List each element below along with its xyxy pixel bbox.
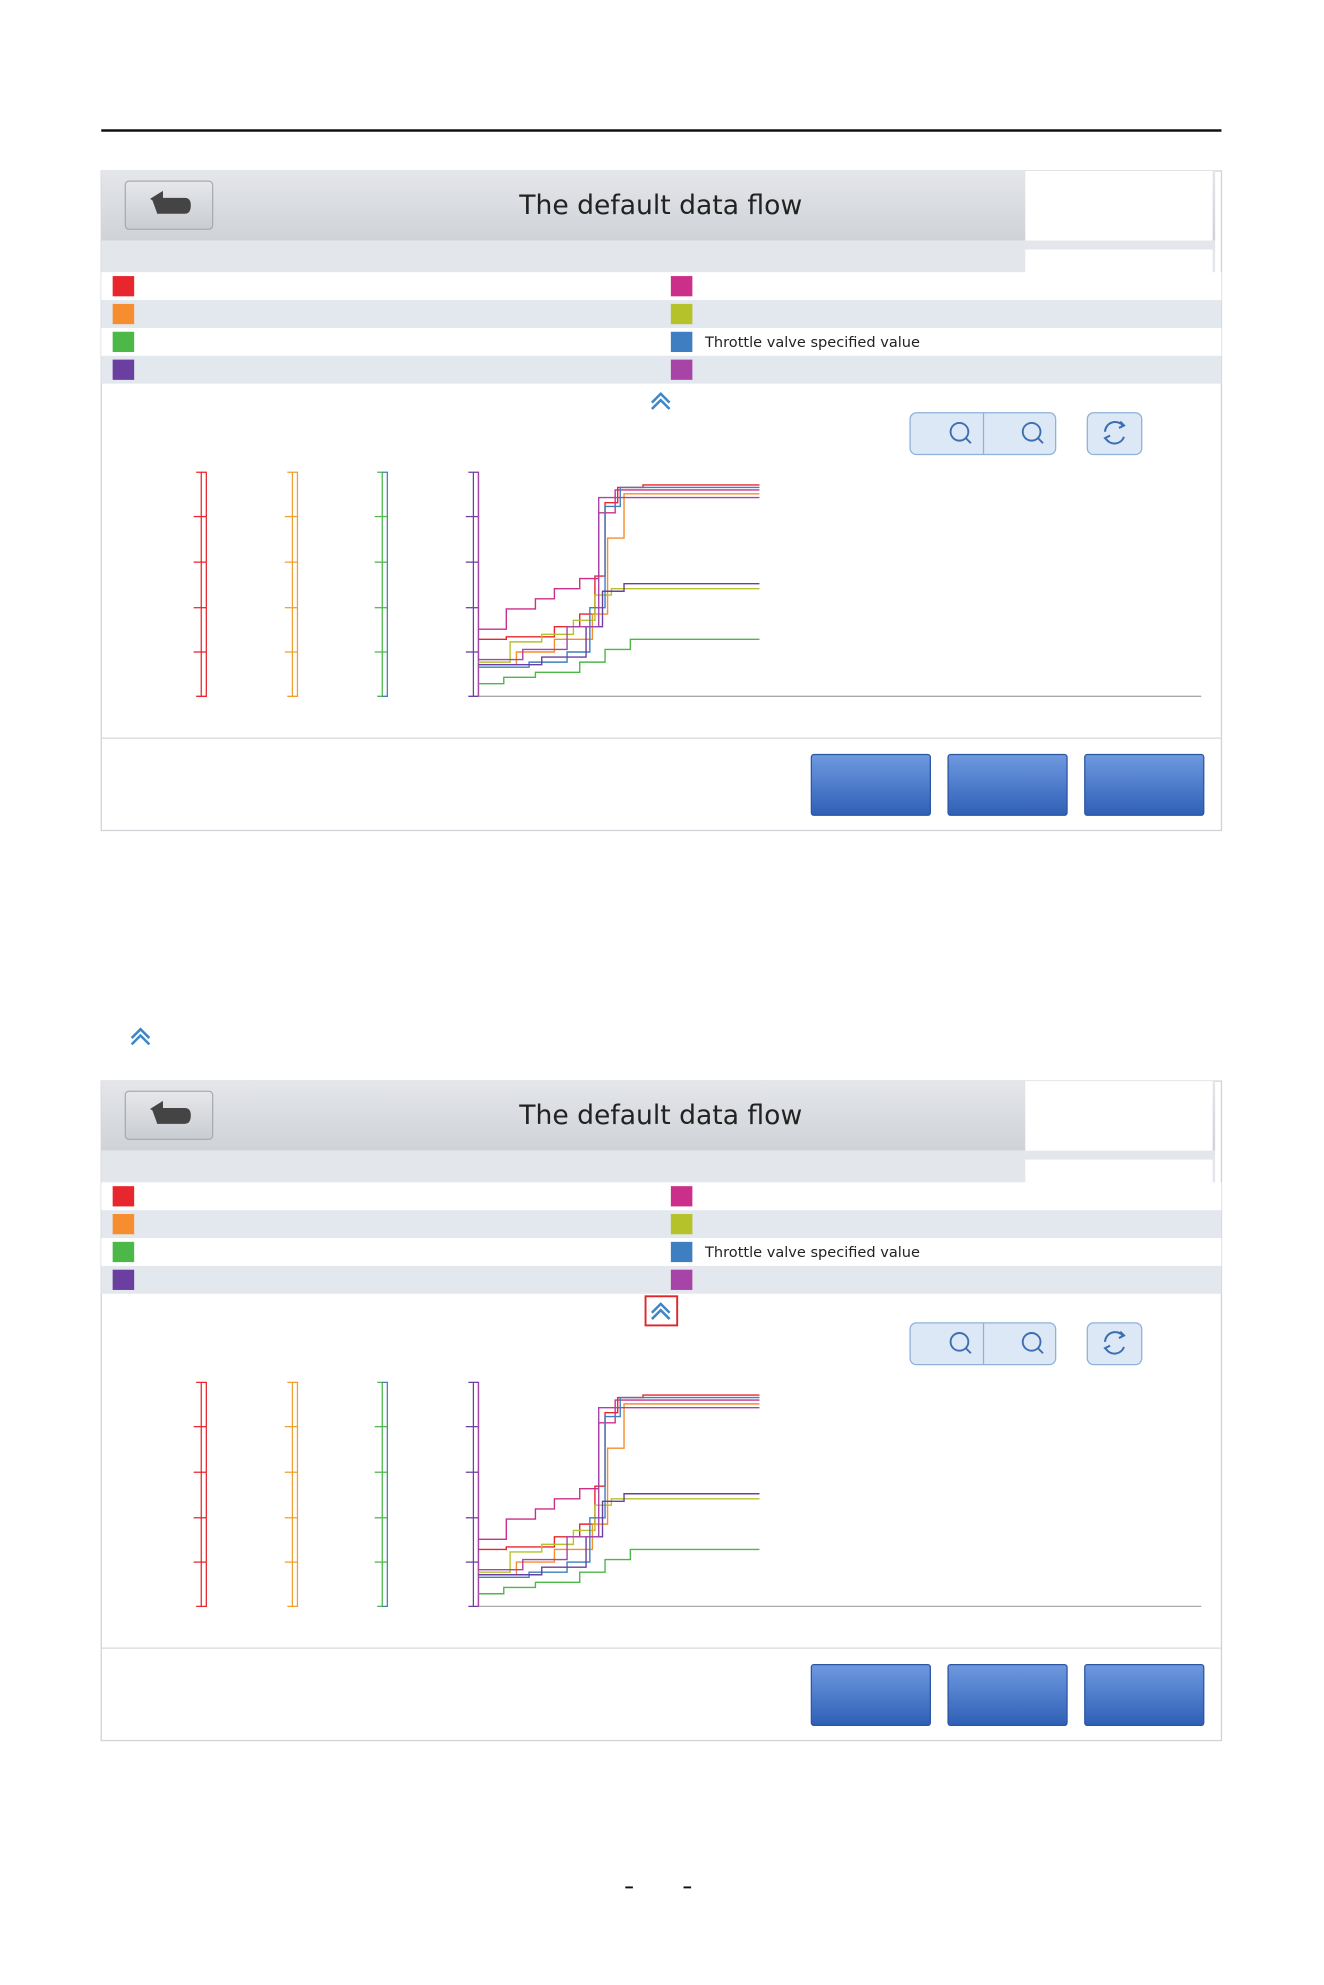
plot-trace xyxy=(478,496,760,661)
axis-bracket xyxy=(382,471,388,697)
device-screenshot: The default data flow Throttle valve spec… xyxy=(100,170,1223,832)
legend-swatch xyxy=(112,303,135,325)
refresh-icon xyxy=(1103,420,1126,445)
zoom-icon xyxy=(949,421,970,442)
plot-trace xyxy=(478,1548,760,1595)
axis-bracket xyxy=(468,471,475,697)
legend-swatch xyxy=(670,276,693,297)
zoom-icon-handle xyxy=(1037,437,1044,444)
collapse-icon[interactable] xyxy=(650,391,671,410)
refresh-icon xyxy=(1103,1331,1126,1355)
zoom-icon-handle xyxy=(965,1347,972,1354)
refresh-button[interactable] xyxy=(1086,412,1143,456)
legend-swatch xyxy=(670,359,693,380)
legend-swatch xyxy=(112,359,135,380)
plot-trace xyxy=(478,1396,760,1578)
screen-title: The default data flow xyxy=(518,190,802,221)
plot-trace xyxy=(478,489,760,630)
plot-trace xyxy=(478,486,760,668)
legend-swatch xyxy=(670,303,693,325)
zoom-icon xyxy=(1021,421,1042,442)
screen-title: The default data flow xyxy=(518,1100,802,1131)
legend-swatch xyxy=(670,1269,693,1290)
legend-row xyxy=(101,1238,1222,1266)
axis-bracket xyxy=(287,471,294,697)
legend-row xyxy=(101,1182,1222,1211)
axis-bracket xyxy=(196,471,202,697)
axis-bracket xyxy=(382,1381,388,1608)
legend-swatch xyxy=(670,1186,693,1207)
action-button[interactable] xyxy=(1084,753,1205,816)
axis-bracket xyxy=(292,471,299,697)
legend-swatch xyxy=(670,331,693,353)
legend-row xyxy=(101,1265,1222,1294)
legend-swatch xyxy=(112,1186,135,1207)
action-button[interactable] xyxy=(810,753,931,816)
action-button[interactable] xyxy=(1084,1663,1205,1727)
plot-trace xyxy=(478,1399,760,1541)
back-icon xyxy=(150,1100,191,1124)
legend-swatch xyxy=(112,276,135,297)
legend-row xyxy=(101,300,1222,328)
zoom-icon xyxy=(949,1332,970,1352)
header-panel xyxy=(1025,1081,1213,1151)
zoom-icon-handle xyxy=(965,437,972,444)
axis-bracket xyxy=(201,471,207,697)
legend-swatch xyxy=(112,331,135,353)
legend-swatch xyxy=(670,1214,693,1235)
collapse-icon[interactable] xyxy=(650,1302,671,1320)
legend-row xyxy=(101,272,1222,301)
axis-bracket xyxy=(468,1381,475,1608)
legend-swatch xyxy=(112,1214,135,1235)
legend-label: Throttle valve specified value xyxy=(704,334,920,351)
axis-bracket xyxy=(201,1381,207,1608)
zoom-icon xyxy=(1021,1332,1042,1352)
axis-bracket xyxy=(377,471,383,697)
zoom-icon-handle xyxy=(1037,1347,1044,1354)
plot-trace xyxy=(478,638,760,685)
axis-bracket xyxy=(287,1381,294,1608)
refresh-button[interactable] xyxy=(1086,1322,1143,1366)
expand-icon xyxy=(130,1027,151,1046)
legend-label: Throttle valve specified value xyxy=(704,1244,920,1261)
highlight-box xyxy=(644,1295,679,1327)
header-panel xyxy=(1025,171,1213,241)
action-button[interactable] xyxy=(810,1663,931,1727)
legend-swatch xyxy=(670,1241,693,1263)
sub-panel xyxy=(1025,249,1213,273)
sub-panel xyxy=(1025,1159,1213,1183)
axis-bracket xyxy=(377,1381,383,1608)
legend-row xyxy=(101,327,1222,356)
back-icon xyxy=(150,190,191,214)
legend-swatch xyxy=(112,1269,135,1290)
plot-trace xyxy=(478,1406,760,1571)
device-screenshot: The default data flow Throttle valve spec… xyxy=(100,1080,1223,1742)
action-button[interactable] xyxy=(947,753,1068,816)
legend-row xyxy=(101,355,1222,384)
legend-row xyxy=(101,1210,1222,1239)
axis-bracket xyxy=(292,1381,299,1608)
axis-bracket xyxy=(196,1381,202,1608)
legend-swatch xyxy=(112,1241,135,1263)
action-button[interactable] xyxy=(947,1663,1068,1727)
